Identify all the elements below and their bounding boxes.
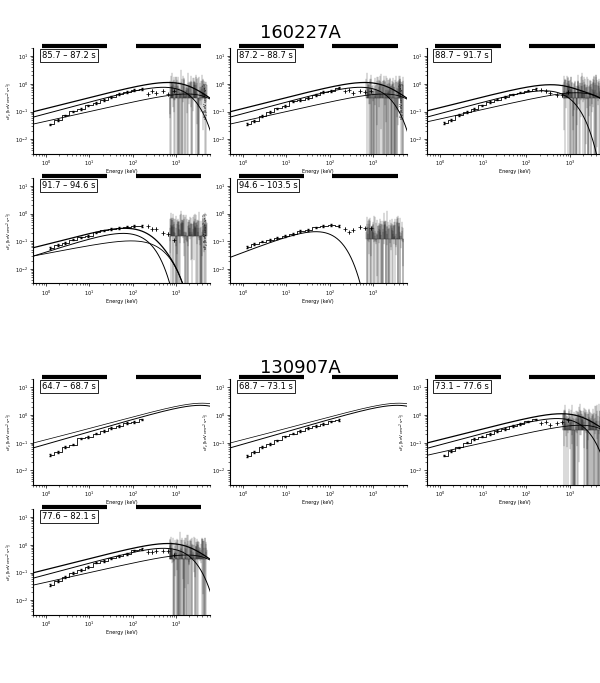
X-axis label: Energy (keV): Energy (keV) bbox=[106, 299, 137, 304]
Text: 130907A: 130907A bbox=[260, 359, 340, 376]
Text: 94.6 – 103.5 s: 94.6 – 103.5 s bbox=[239, 181, 298, 190]
Y-axis label: $\nu F_\nu\,[\mathrm{keV\,cm^{-2}\,s^{-1}}]$: $\nu F_\nu\,[\mathrm{keV\,cm^{-2}\,s^{-1… bbox=[201, 413, 211, 451]
Text: 91.7 – 94.6 s: 91.7 – 94.6 s bbox=[42, 181, 95, 190]
Text: 85.7 – 87.2 s: 85.7 – 87.2 s bbox=[42, 51, 95, 60]
X-axis label: Energy (keV): Energy (keV) bbox=[106, 501, 137, 505]
Text: 68.7 – 73.1 s: 68.7 – 73.1 s bbox=[239, 382, 293, 391]
Y-axis label: $\nu F_\nu\,[\mathrm{keV\,cm^{-2}\,s^{-1}}]$: $\nu F_\nu\,[\mathrm{keV\,cm^{-2}\,s^{-1… bbox=[4, 82, 14, 120]
Text: 160227A: 160227A bbox=[260, 24, 340, 42]
X-axis label: Energy (keV): Energy (keV) bbox=[302, 501, 334, 505]
Y-axis label: $\nu F_\nu\,[\mathrm{keV\,cm^{-2}\,s^{-1}}]$: $\nu F_\nu\,[\mathrm{keV\,cm^{-2}\,s^{-1… bbox=[201, 82, 211, 120]
Text: 77.6 – 82.1 s: 77.6 – 82.1 s bbox=[42, 512, 95, 521]
Y-axis label: $\nu F_\nu\,[\mathrm{keV\,cm^{-2}\,s^{-1}}]$: $\nu F_\nu\,[\mathrm{keV\,cm^{-2}\,s^{-1… bbox=[4, 543, 14, 581]
Y-axis label: $\nu F_\nu\,[\mathrm{keV\,cm^{-2}\,s^{-1}}]$: $\nu F_\nu\,[\mathrm{keV\,cm^{-2}\,s^{-1… bbox=[4, 212, 14, 249]
Y-axis label: $\nu F_\nu\,[\mathrm{keV\,cm^{-2}\,s^{-1}}]$: $\nu F_\nu\,[\mathrm{keV\,cm^{-2}\,s^{-1… bbox=[398, 82, 407, 120]
Text: 88.7 – 91.7 s: 88.7 – 91.7 s bbox=[436, 51, 489, 60]
Y-axis label: $\nu F_\nu\,[\mathrm{keV\,cm^{-2}\,s^{-1}}]$: $\nu F_\nu\,[\mathrm{keV\,cm^{-2}\,s^{-1… bbox=[201, 212, 211, 249]
X-axis label: Energy (keV): Energy (keV) bbox=[302, 299, 334, 304]
Y-axis label: $\nu F_\nu\,[\mathrm{keV\,cm^{-2}\,s^{-1}}]$: $\nu F_\nu\,[\mathrm{keV\,cm^{-2}\,s^{-1… bbox=[398, 413, 407, 451]
Text: 64.7 – 68.7 s: 64.7 – 68.7 s bbox=[42, 382, 96, 391]
Y-axis label: $\nu F_\nu\,[\mathrm{keV\,cm^{-2}\,s^{-1}}]$: $\nu F_\nu\,[\mathrm{keV\,cm^{-2}\,s^{-1… bbox=[4, 413, 14, 451]
X-axis label: Energy (keV): Energy (keV) bbox=[106, 630, 137, 635]
Text: 73.1 – 77.6 s: 73.1 – 77.6 s bbox=[436, 382, 490, 391]
Text: 87.2 – 88.7 s: 87.2 – 88.7 s bbox=[239, 51, 293, 60]
X-axis label: Energy (keV): Energy (keV) bbox=[499, 169, 531, 174]
X-axis label: Energy (keV): Energy (keV) bbox=[106, 169, 137, 174]
X-axis label: Energy (keV): Energy (keV) bbox=[499, 501, 531, 505]
X-axis label: Energy (keV): Energy (keV) bbox=[302, 169, 334, 174]
